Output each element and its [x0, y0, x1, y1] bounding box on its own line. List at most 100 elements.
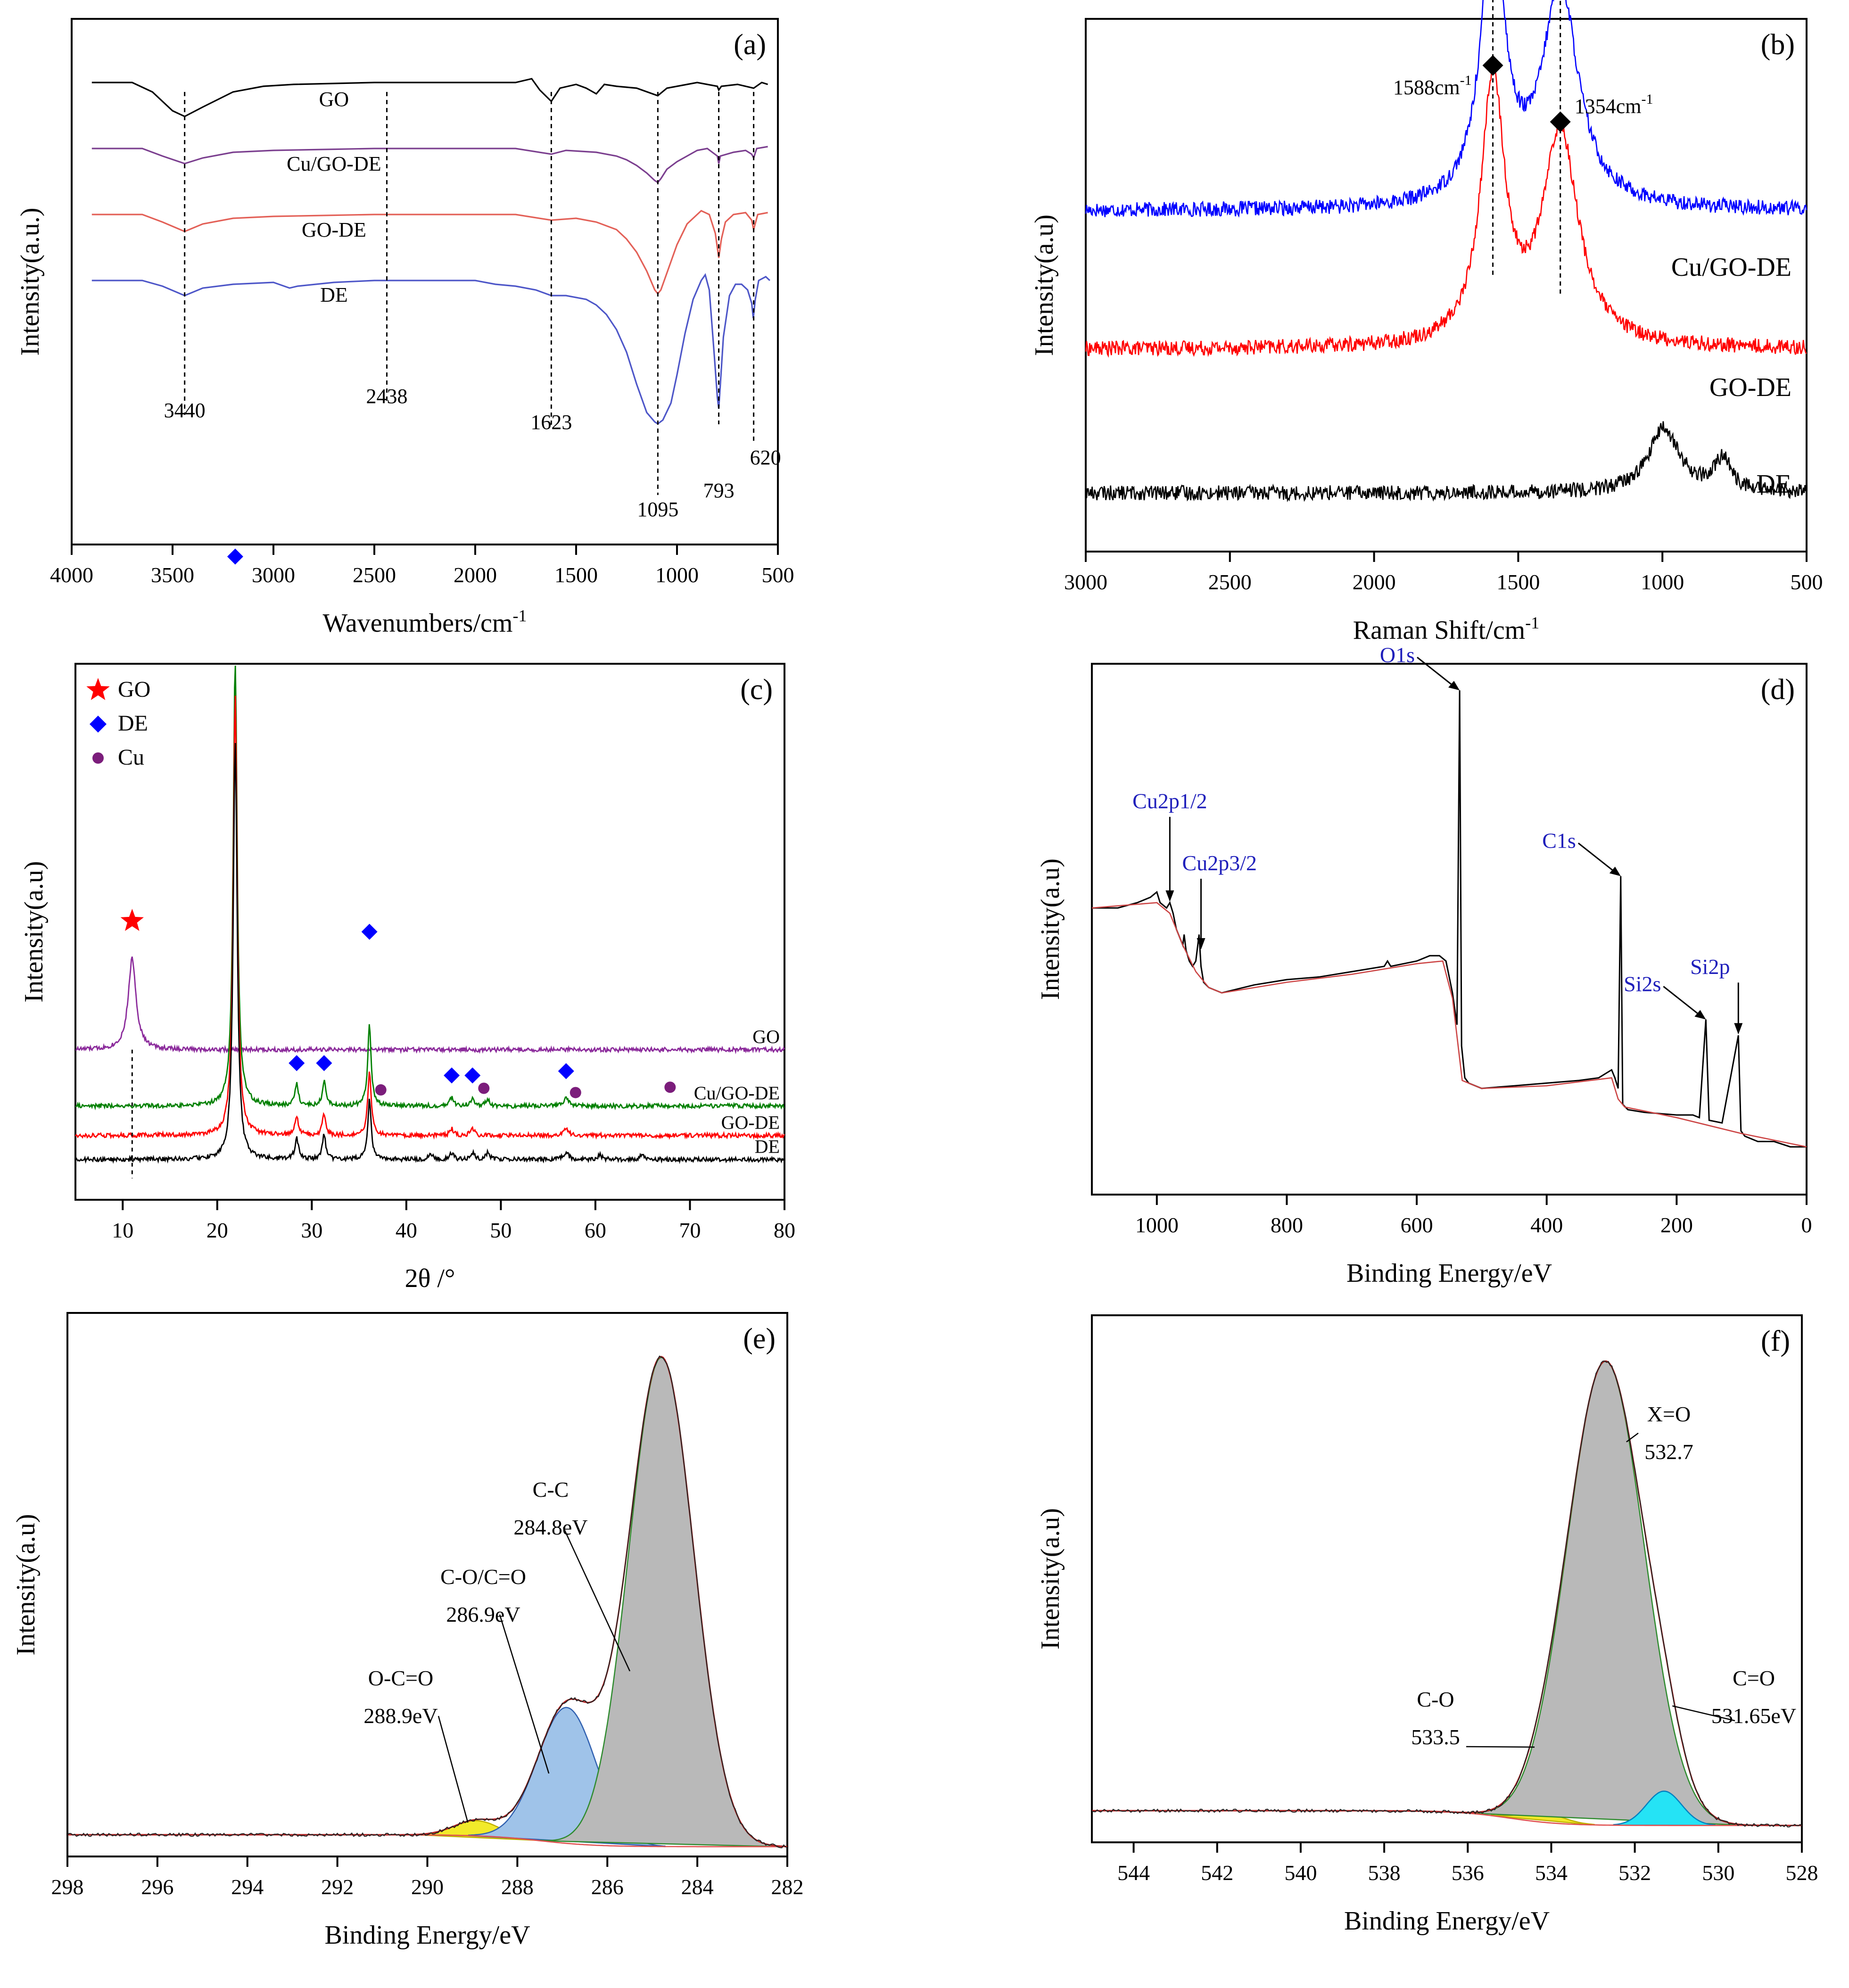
annotation-arrowhead — [1448, 681, 1460, 691]
x-tick-label: 20 — [206, 1218, 228, 1242]
peak-label: 1354cm-1 — [1575, 91, 1653, 118]
legend-star-icon — [86, 678, 110, 700]
x-tick-label: 296 — [141, 1875, 173, 1899]
panel-a: 4000 3500 3000 2500 2000 1500 1000 500 Wavenumbe… — [16, 18, 794, 638]
x-tick-label: 1000 — [1641, 570, 1684, 594]
x-tick-label: 40 — [396, 1218, 417, 1242]
survey-background-line — [1091, 902, 1807, 1147]
pattern-line — [75, 956, 785, 1055]
panel-c: 10 20 30 40 50 60 70 80 2θ /° Intensity(a.u) (c) GO… — [19, 548, 795, 1293]
de-diamond-marker — [289, 1055, 305, 1072]
x-tick-label: 2500 — [353, 563, 396, 587]
pattern-line — [75, 665, 784, 1111]
panel-label: (e) — [743, 1323, 776, 1355]
series-label: GO-DE — [302, 218, 366, 241]
x-tick-label: 70 — [679, 1218, 701, 1242]
panel-e: 298 296 294 292 290 288 286 284 282 Binding Energ… — [11, 1312, 804, 1950]
peak-annotation: C1s — [1542, 828, 1576, 852]
component-energy-label: 532.7 — [1644, 1440, 1693, 1464]
component-energy-label: 284.8eV — [513, 1515, 587, 1539]
x-tick-label: 290 — [411, 1875, 444, 1899]
leader-line — [562, 1527, 631, 1672]
raw-data-line — [1091, 1361, 1802, 1828]
plot-frame — [1091, 663, 1808, 1196]
x-tick-label: 284 — [681, 1875, 714, 1899]
survey-survey-line — [1092, 690, 1807, 1148]
peak-label-sup: -1 — [1641, 91, 1653, 107]
component-name-label: O-C=O — [368, 1666, 433, 1690]
cu-circle-marker — [570, 1087, 581, 1098]
plot-frame — [71, 18, 779, 545]
x-tick-label: 528 — [1786, 1861, 1818, 1885]
y-axis-label: Intensity(a.u) — [11, 1514, 41, 1655]
x-tick-label: 540 — [1284, 1861, 1317, 1885]
pattern-line — [74, 742, 785, 1164]
series-label: DE — [755, 1136, 780, 1157]
x-axis-label-text: 2θ /° — [405, 1264, 455, 1293]
component-energy-label: 286.9eV — [446, 1602, 520, 1626]
wavenumber-label: 1095 — [637, 498, 678, 521]
x-tick-label: 80 — [774, 1218, 795, 1242]
panel-c-plot: 10 20 30 40 50 60 70 80 2θ /° Intensity(a.u) (c) GO… — [19, 548, 795, 1293]
x-tick-label: 282 — [771, 1875, 804, 1899]
legend-label: GO — [118, 677, 150, 702]
plot-frame — [1091, 1314, 1803, 1843]
x-tick-label: 3500 — [151, 563, 194, 587]
wavenumber-label: 3440 — [164, 399, 206, 422]
panel-d-plot: 1000 800 600 400 200 0 Binding Energy/eV Intens… — [1036, 643, 1812, 1288]
x-tick-label: 3000 — [1064, 570, 1107, 594]
annotation-arrowhead — [1734, 1023, 1743, 1035]
panel-e-plot: 298 296 294 292 290 288 286 284 282 Binding Energ… — [11, 1312, 804, 1950]
x-axis-label: Binding Energy/eV — [1344, 1906, 1550, 1936]
series-label: Cu/GO-DE — [694, 1082, 780, 1104]
x-tick-label: 500 — [762, 563, 794, 587]
x-tick-label: 800 — [1271, 1213, 1303, 1237]
component-name-label: C-O — [1417, 1687, 1454, 1711]
peak-label-sup: -1 — [1460, 73, 1472, 88]
plot-frame — [74, 663, 785, 1201]
panel-label: (a) — [734, 29, 766, 61]
component-energy-label: 288.9eV — [363, 1704, 437, 1728]
wavenumber-label: 1623 — [530, 411, 572, 434]
component-name-label: C-O/C=O — [440, 1565, 526, 1589]
peak-annotation: Cu2p1/2 — [1132, 789, 1207, 813]
plot-frame — [1085, 18, 1808, 553]
x-tick-label: 534 — [1535, 1861, 1568, 1885]
x-axis-label: Binding Energy/eV — [324, 1921, 530, 1950]
component-energy-label: 531.65eV — [1711, 1704, 1796, 1728]
raw-data-line — [67, 1355, 788, 1848]
series-label: GO — [319, 88, 349, 111]
peak-annotation: O1s — [1380, 643, 1415, 667]
peak-annotation: Si2s — [1624, 972, 1661, 996]
peak-label: 1588cm-1 — [1393, 73, 1472, 99]
x-tick-label: 3000 — [252, 563, 295, 587]
x-axis-label: 2θ /° — [405, 1264, 455, 1293]
panel-label: (d) — [1761, 674, 1795, 706]
de-diamond-marker — [464, 1067, 481, 1084]
component-name-label: C-C — [533, 1477, 569, 1501]
series-label: GO-DE — [721, 1112, 780, 1133]
peak-label-text: 1588cm — [1393, 76, 1460, 99]
spectrum-line — [1085, 421, 1808, 503]
x-tick-label: 2500 — [1208, 570, 1252, 594]
panel-label: (c) — [740, 674, 773, 706]
wavenumber-label: 793 — [703, 479, 735, 502]
panel-f-plot: 544 542 540 538 536 534 532 530 528 Binding Energ… — [1036, 1314, 1818, 1936]
y-axis-label: Intensity(a.u.) — [16, 207, 45, 355]
legend-label: DE — [118, 711, 148, 736]
series-line-go — [91, 78, 768, 117]
annotation-arrowhead — [1694, 1010, 1706, 1020]
component-energy-label: 533.5 — [1411, 1725, 1460, 1749]
x-tick-label: 1500 — [1496, 570, 1540, 594]
peak-annotation: Si2p — [1690, 955, 1730, 979]
x-axis-label-text: Wavenumbers/cm — [323, 609, 513, 638]
x-axis-label: Binding Energy/eV — [1346, 1259, 1552, 1288]
y-axis-label: Intensity(a.u) — [1030, 214, 1059, 356]
x-axis-label-text: Binding Energy/eV — [324, 1921, 530, 1950]
leader-line — [437, 1716, 469, 1823]
peak-label-text: 1354cm — [1575, 95, 1642, 118]
leader-line — [1626, 1432, 1639, 1443]
panel-d: 1000 800 600 400 200 0 Binding Energy/eV Intens… — [1036, 643, 1812, 1288]
series-label: Cu/GO-DE — [287, 152, 381, 175]
